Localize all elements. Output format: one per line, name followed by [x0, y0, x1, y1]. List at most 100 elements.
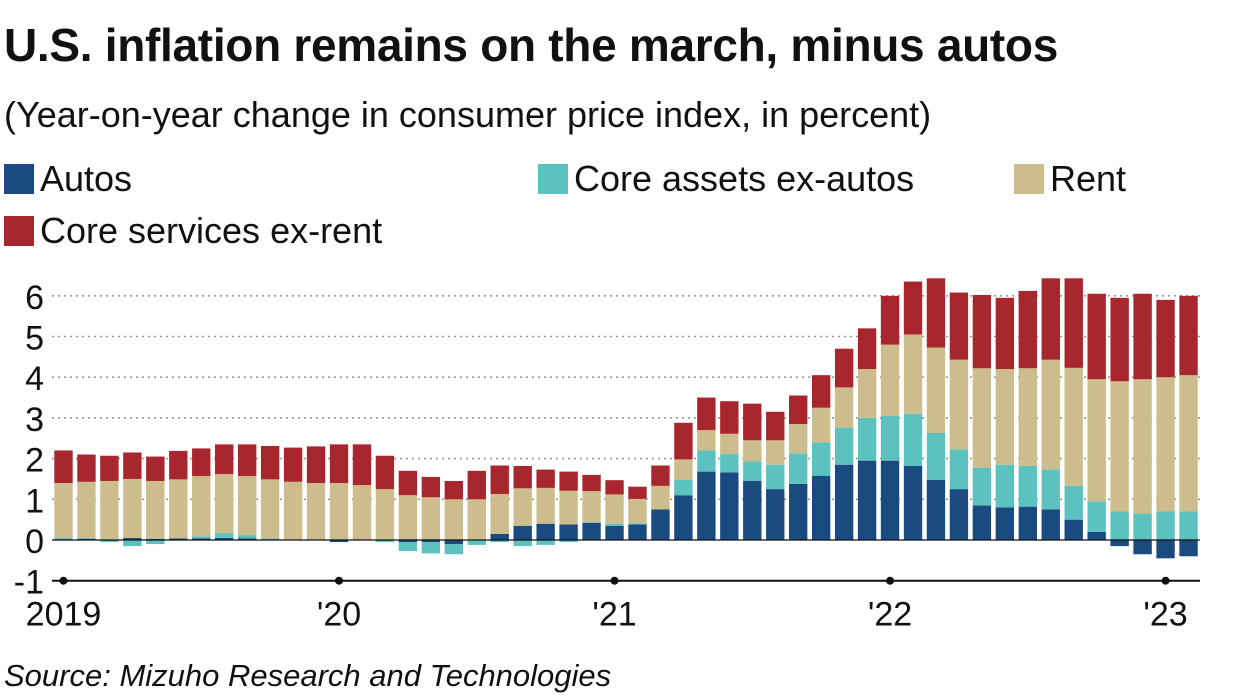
- bar-segment-core-assets-ex-autos: [260, 538, 280, 540]
- x-axis-tick: [335, 576, 343, 585]
- bar-segment-rent: [169, 479, 188, 539]
- bar-segment-core-assets-ex-autos: [1041, 469, 1060, 510]
- bar-segment-core-assets-ex-autos: [100, 540, 119, 543]
- legend-item-autos: Autos: [4, 158, 132, 200]
- y-tick-label: 5: [25, 320, 44, 358]
- x-tick-label: 2019: [26, 596, 102, 634]
- bar-segment-core-services-ex-rent: [1133, 293, 1152, 380]
- bar-segment-core-assets-ex-autos: [880, 415, 900, 461]
- bar-segment-rent: [559, 490, 578, 525]
- bar-segment-core-services-ex-rent: [582, 474, 601, 492]
- bar-segment-core-assets-ex-autos: [674, 479, 693, 496]
- bar-segment-core-assets-ex-autos: [513, 540, 532, 547]
- bar-segment-core-assets-ex-autos: [559, 540, 578, 543]
- bar-segment-core-services-ex-rent: [169, 450, 188, 480]
- bar-segment-core-services-ex-rent: [513, 465, 532, 489]
- bar-segment-core-assets-ex-autos: [536, 540, 555, 545]
- bar-segment-core-services-ex-rent: [398, 470, 418, 496]
- bar-segment-rent: [467, 499, 486, 540]
- bar-segment-core-assets-ex-autos: [582, 522, 601, 523]
- bar-segment-autos: [1110, 540, 1129, 547]
- bar-segment-core-assets-ex-autos: [605, 523, 624, 526]
- bar-segment-core-services-ex-rent: [375, 455, 395, 490]
- bar-segment-autos: [237, 538, 257, 540]
- bar-segment-rent: [995, 369, 1015, 465]
- bar-segment-core-services-ex-rent: [559, 471, 578, 491]
- bar-segment-core-services-ex-rent: [903, 281, 923, 335]
- bar-segment-core-services-ex-rent: [352, 444, 372, 486]
- bar-segment-rent: [54, 483, 73, 538]
- bar-segment-rent: [628, 498, 647, 524]
- bar-segment-core-services-ex-rent: [605, 480, 624, 495]
- bar-segment-autos: [192, 538, 211, 540]
- bar-segment-rent: [444, 499, 463, 540]
- bar-segment-autos: [77, 538, 96, 540]
- bar-segment-core-services-ex-rent: [54, 450, 73, 484]
- bar-segment-core-assets-ex-autos: [146, 540, 165, 545]
- bar-segment-autos: [215, 537, 234, 540]
- bar-segment-core-services-ex-rent: [329, 444, 349, 484]
- bar-segment-autos: [421, 540, 441, 543]
- bar-segment-autos: [1018, 506, 1037, 540]
- bar-segment-rent: [215, 474, 234, 534]
- bar-segment-rent: [1156, 377, 1175, 512]
- bar-segment-core-services-ex-rent: [651, 465, 670, 486]
- bar-segment-rent: [77, 481, 96, 538]
- bar-segment-core-services-ex-rent: [1087, 293, 1106, 380]
- bar-segment-rent: [306, 483, 326, 540]
- bar-segment-autos: [1064, 519, 1083, 540]
- bar-segment-core-services-ex-rent: [949, 292, 969, 360]
- bar-segment-autos: [903, 465, 923, 540]
- bar-segment-rent: [857, 369, 877, 418]
- bar-segment-rent: [398, 495, 418, 540]
- bar-segment-core-assets-ex-autos: [1110, 511, 1129, 540]
- bar-segment-core-assets-ex-autos: [1064, 485, 1083, 520]
- bar-segment-core-assets-ex-autos: [215, 533, 234, 538]
- bar-segment-autos: [972, 505, 992, 540]
- bar-segment-rent: [880, 344, 900, 416]
- bar-segment-rent: [237, 476, 257, 536]
- bar-segment-rent: [260, 479, 280, 539]
- bar-segment-autos: [674, 495, 693, 540]
- bar-segment-autos: [857, 460, 877, 540]
- bar-segment-autos: [766, 489, 785, 541]
- x-axis-tick: [1161, 576, 1170, 585]
- bar-segment-core-services-ex-rent: [1064, 278, 1083, 368]
- bar-segment-core-services-ex-rent: [720, 401, 739, 434]
- bar-segment-rent: [352, 485, 372, 540]
- bar-segment-rent: [329, 483, 349, 540]
- bar-segment-autos: [146, 538, 165, 540]
- bar-segment-autos: [834, 464, 854, 540]
- bar-segment-core-assets-ex-autos: [972, 467, 992, 506]
- bar-segment-rent: [421, 497, 441, 540]
- y-tick-label: 4: [25, 360, 44, 398]
- bar-segment-core-assets-ex-autos: [398, 542, 418, 551]
- bar-segment-core-services-ex-rent: [192, 448, 211, 477]
- bar-segment-core-services-ex-rent: [490, 465, 509, 495]
- bar-segment-rent: [697, 430, 716, 451]
- chart-subtitle: (Year-on-year change in consumer price i…: [4, 94, 932, 135]
- bar-segment-autos: [123, 537, 142, 540]
- bar-segment-core-assets-ex-autos: [789, 453, 808, 484]
- bar-segment-core-assets-ex-autos: [766, 464, 785, 490]
- bar-segment-core-services-ex-rent: [789, 395, 808, 424]
- bar-segment-core-services-ex-rent: [628, 486, 647, 499]
- bar-segment-core-services-ex-rent: [1156, 299, 1175, 378]
- bar-segment-core-assets-ex-autos: [1156, 511, 1175, 540]
- bar-segment-core-services-ex-rent: [146, 456, 165, 481]
- bar-segment-autos: [697, 471, 716, 540]
- bar-segment-rent: [651, 485, 670, 510]
- bar-segment-rent: [513, 488, 532, 526]
- bar-segment-core-services-ex-rent: [444, 480, 463, 500]
- bar-segment-core-services-ex-rent: [237, 444, 257, 477]
- legend-item-core-services: Core services ex-rent: [4, 210, 382, 252]
- bar-segment-core-assets-ex-autos: [237, 535, 257, 539]
- bar-segment-core-assets-ex-autos: [628, 523, 647, 525]
- y-tick-label: 0: [25, 523, 44, 561]
- bar-segment-core-assets-ex-autos: [444, 544, 463, 555]
- legend-label-rent: Rent: [1050, 158, 1127, 199]
- bar-segment-rent: [536, 487, 555, 524]
- bar-segment-core-assets-ex-autos: [834, 428, 854, 465]
- bar-segment-core-assets-ex-autos: [697, 450, 716, 472]
- bar-segment-autos: [949, 489, 969, 541]
